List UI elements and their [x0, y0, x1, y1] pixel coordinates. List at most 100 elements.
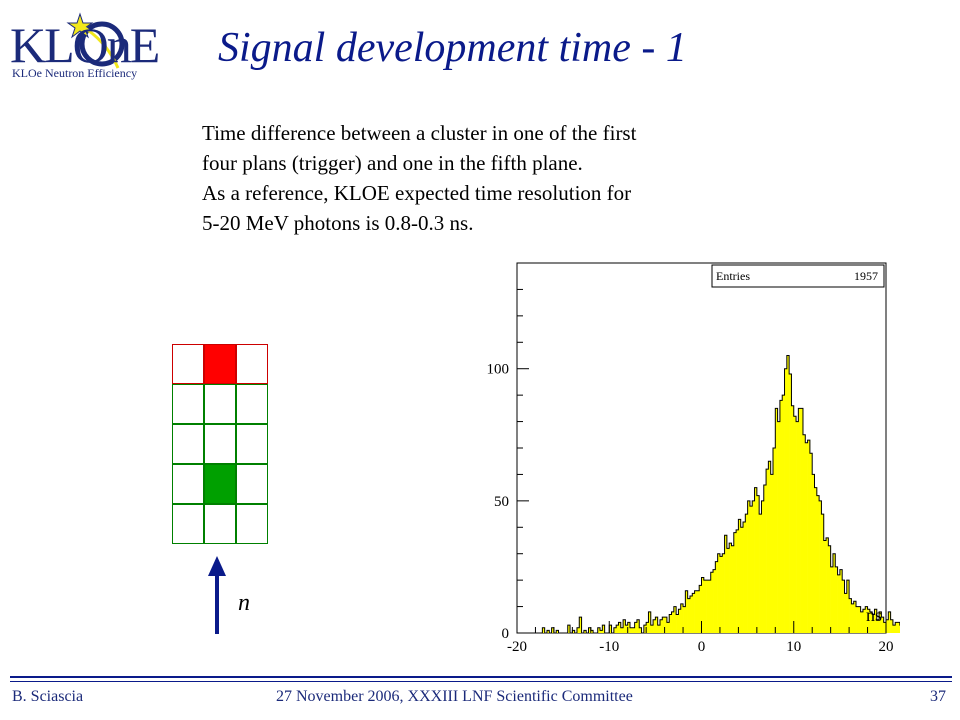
x-tick-label: 20 — [879, 639, 894, 655]
histogram-bar — [749, 506, 753, 633]
histogram-bar — [784, 368, 788, 633]
histogram-bar — [579, 617, 582, 633]
histogram-bar — [706, 580, 709, 633]
histogram-bar — [648, 611, 652, 633]
detector-cell — [172, 504, 204, 544]
histogram-bar — [657, 625, 661, 633]
histogram-bar — [609, 625, 612, 633]
histogram-bar — [782, 395, 785, 633]
histogram-bar — [883, 622, 887, 633]
histogram-bar — [653, 619, 656, 633]
histogram-bar — [879, 611, 882, 633]
histogram-bar — [777, 421, 781, 633]
histogram-bar — [892, 625, 896, 633]
logo-wordmark: KLOnE — [10, 17, 160, 73]
x-tick-label: -10 — [599, 639, 619, 655]
histogram-bar — [819, 500, 822, 633]
y-tick-label: 0 — [502, 626, 510, 642]
histogram-bar — [802, 434, 806, 633]
histogram-bar — [710, 572, 714, 633]
histogram-bar — [687, 598, 691, 633]
histogram-bar — [620, 627, 624, 633]
histogram-bar — [759, 514, 762, 633]
neutron-direction-arrow-icon — [208, 556, 226, 634]
logo-tagline: KLOe Neutron Efficiency — [12, 66, 138, 80]
histogram-bar — [613, 627, 617, 633]
histogram-bar — [858, 606, 861, 633]
histogram-bar — [673, 606, 677, 633]
histogram-bar — [590, 630, 594, 633]
histogram-bar — [625, 625, 628, 633]
histogram-bar — [789, 374, 792, 633]
stats-entries-value: 1957 — [854, 269, 878, 283]
histogram-bar — [796, 421, 799, 633]
slide-title: Signal development time - 1 — [218, 25, 687, 71]
histogram-bar — [713, 569, 716, 633]
histogram-bar — [832, 553, 836, 633]
histogram-bar — [747, 500, 751, 633]
histogram-bar — [881, 617, 884, 633]
histogram-bar — [800, 408, 804, 633]
footer-author: B. Sciascia — [12, 688, 84, 705]
histogram-bar — [676, 614, 679, 633]
histogram-bar — [890, 619, 894, 633]
histogram-bar — [572, 630, 575, 633]
detector-cell — [172, 464, 204, 504]
histogram-bar — [798, 408, 801, 633]
detector-cell — [172, 384, 204, 424]
histogram-bar — [685, 590, 688, 633]
histogram-bar — [895, 622, 898, 633]
x-tick-label: 0 — [698, 639, 706, 655]
histogram-bar — [600, 630, 603, 633]
histogram-bar — [639, 627, 642, 633]
histogram-bar — [821, 514, 825, 633]
histogram-bar — [567, 625, 571, 633]
detector-cell — [236, 464, 268, 504]
histogram-bar — [662, 617, 665, 633]
detector-cell — [204, 504, 236, 544]
histogram-bar — [876, 619, 880, 633]
histogram-bar — [683, 606, 686, 633]
histogram-bar — [828, 545, 831, 633]
histogram-bar — [835, 566, 838, 633]
histogram-bar — [823, 540, 827, 633]
histogram-bar — [766, 469, 769, 633]
stats-box — [711, 264, 885, 288]
histogram-bar — [869, 611, 873, 633]
detector-cell — [236, 424, 268, 464]
histogram-bar — [888, 611, 891, 633]
histogram-bar — [754, 487, 758, 633]
histogram-bar — [743, 522, 746, 633]
histogram-bar — [733, 532, 737, 633]
detector-cell — [172, 424, 204, 464]
histogram-bar — [745, 514, 748, 633]
y-tick-label: 50 — [494, 494, 509, 510]
histogram-bar — [851, 603, 855, 633]
histogram-bar — [636, 619, 640, 633]
x-axis-label: ns — [866, 605, 882, 625]
histogram-bar — [655, 617, 658, 633]
histogram-bar — [738, 519, 742, 633]
detector-cell — [236, 344, 268, 384]
histogram-bar — [703, 580, 707, 633]
slide-description: Time difference between a cluster in one… — [202, 118, 802, 238]
histogram-bar — [752, 500, 755, 633]
footer-page-number: 37 — [930, 688, 946, 705]
histogram-bar — [772, 448, 776, 633]
histogram-bar — [717, 553, 721, 633]
histogram-bar — [826, 537, 829, 633]
histogram-bar — [689, 596, 693, 633]
neutron-label: n — [238, 590, 250, 616]
histogram-bar — [805, 442, 808, 633]
histogram-bar — [856, 606, 859, 633]
histogram-bar — [809, 453, 813, 633]
histogram-bar — [867, 609, 871, 633]
histogram-bar — [786, 355, 790, 633]
histogram-bar — [860, 611, 864, 633]
histogram-bar — [726, 548, 730, 633]
histogram-bar — [671, 611, 675, 633]
histogram-bar — [650, 625, 654, 633]
histogram-bar — [816, 495, 820, 633]
histogram-bar — [551, 627, 555, 633]
histogram-bar — [616, 625, 619, 633]
